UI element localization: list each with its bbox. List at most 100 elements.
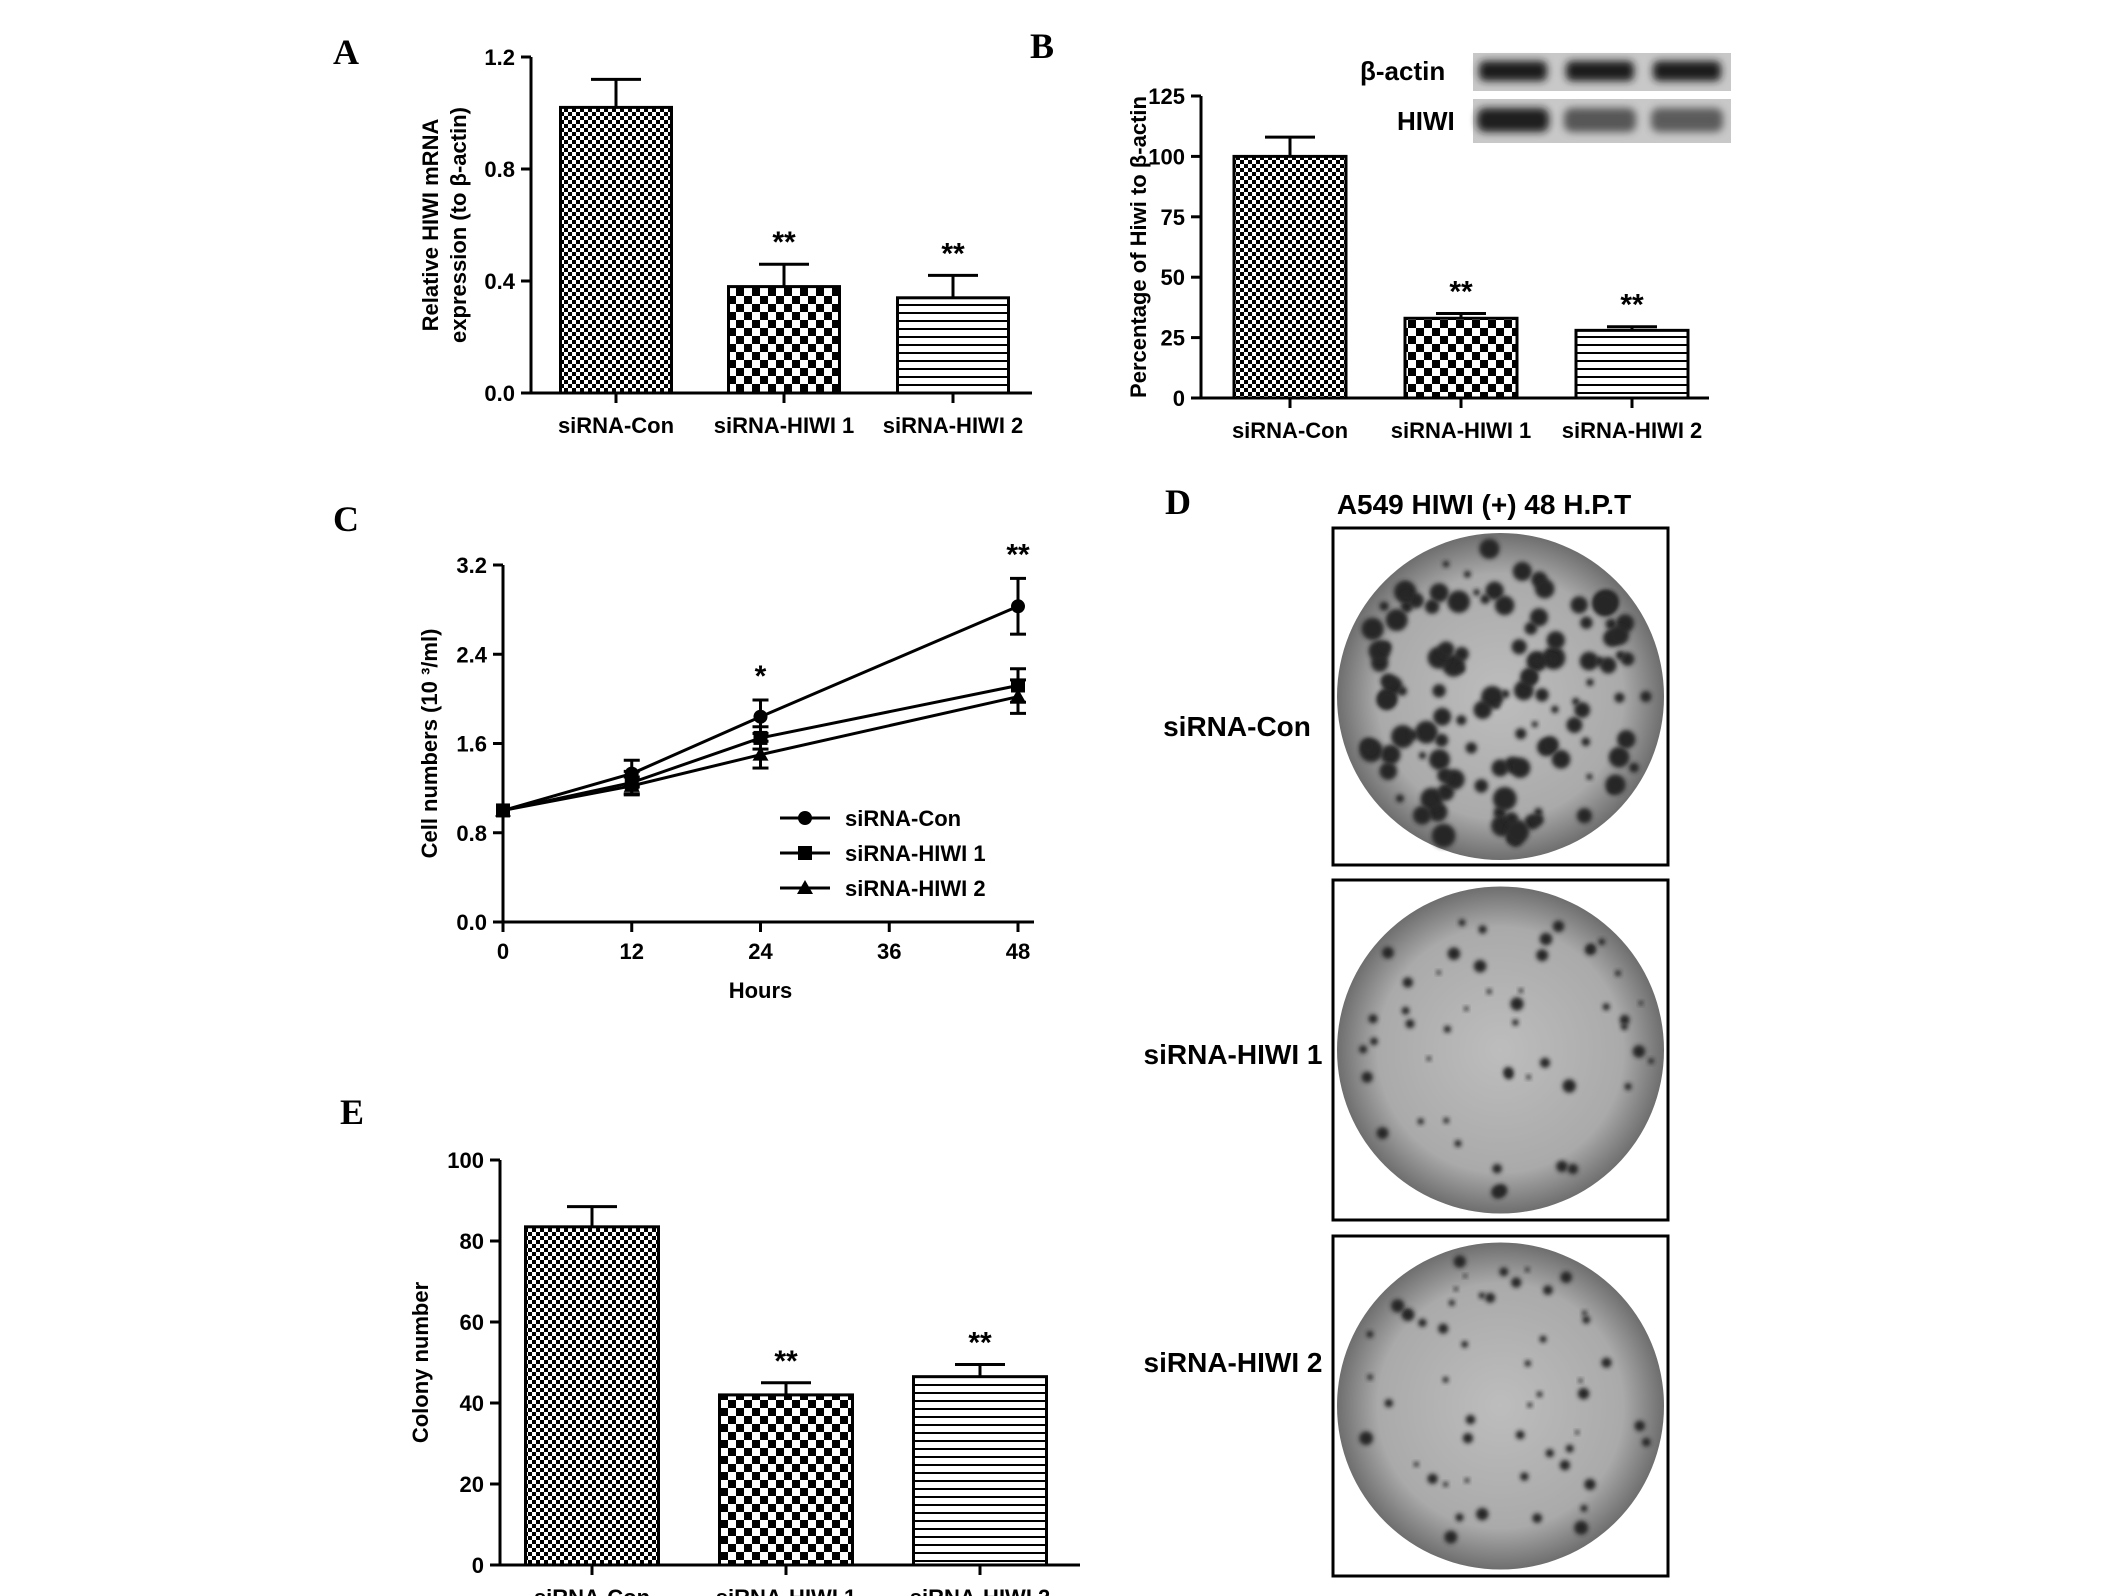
- colony: [1526, 1074, 1531, 1080]
- colony: [1552, 920, 1565, 933]
- significance-mark: **: [1006, 538, 1030, 571]
- colony: [1640, 691, 1652, 703]
- colony: [1532, 814, 1544, 826]
- colony: [1581, 737, 1591, 747]
- colony: [1515, 728, 1527, 740]
- y-tick-label: 0: [472, 1553, 484, 1578]
- y-tick-label: 60: [460, 1310, 484, 1335]
- blot-label-hiwi: HIWI: [1397, 106, 1455, 136]
- legend-label: siRNA-HIWI 1: [845, 841, 986, 866]
- y-tick-label: 0.4: [484, 269, 515, 294]
- colony: [1542, 736, 1559, 754]
- blot-label-beta-actin: β-actin: [1360, 56, 1445, 86]
- colony: [1586, 678, 1594, 687]
- colony: [1638, 1000, 1644, 1006]
- colony: [1539, 1335, 1547, 1343]
- colony: [1405, 1019, 1415, 1029]
- colony: [1556, 1160, 1568, 1173]
- colony: [1465, 1414, 1476, 1425]
- colony: [1401, 1006, 1410, 1015]
- colony: [1624, 1083, 1632, 1091]
- series-line: [502, 684, 1019, 812]
- x-tick-label: 12: [620, 939, 644, 964]
- data-point: [753, 709, 768, 724]
- x-axis-title: Hours: [729, 978, 793, 1003]
- colony: [1408, 592, 1424, 609]
- colony: [1486, 988, 1492, 995]
- colony: [1543, 1285, 1553, 1295]
- colony: [1592, 592, 1617, 616]
- colony: [1415, 720, 1438, 744]
- western-blot-inset: β-actin HIWI: [1360, 53, 1731, 143]
- colony: [1575, 1430, 1580, 1435]
- colony: [1401, 592, 1412, 603]
- panel-letter-e: E: [340, 1092, 364, 1132]
- colony: [1510, 997, 1524, 1011]
- colony: [1413, 1461, 1419, 1467]
- colony: [1418, 751, 1427, 760]
- panel-letter-d: D: [1165, 482, 1191, 522]
- y-tick-label: 0.0: [484, 381, 515, 406]
- y-tick-label: 100: [447, 1148, 484, 1173]
- colony: [1510, 757, 1531, 778]
- colony: [1435, 733, 1449, 747]
- colony: [1493, 702, 1500, 709]
- plate-label-con: siRNA-Con: [1163, 711, 1311, 742]
- colony: [1615, 970, 1621, 977]
- colony: [1366, 1330, 1374, 1338]
- colony: [1384, 1399, 1394, 1408]
- colony: [1539, 1057, 1551, 1068]
- colony: [1605, 774, 1626, 795]
- legend-label: siRNA-HIWI 2: [845, 876, 986, 901]
- band-beta-actin: [1653, 61, 1721, 81]
- colony: [1436, 970, 1441, 975]
- colony: [1395, 794, 1404, 803]
- x-tick-label: 24: [748, 939, 773, 964]
- colony: [1559, 1460, 1571, 1471]
- data-point: [495, 802, 511, 817]
- colony: [1648, 1058, 1655, 1064]
- colony: [1443, 1025, 1451, 1033]
- colony: [1582, 1315, 1591, 1324]
- series-line: [502, 604, 1019, 812]
- data-point: [623, 777, 640, 792]
- colony: [1494, 595, 1515, 616]
- colony: [1491, 1185, 1504, 1199]
- colony: [1438, 1323, 1449, 1334]
- colony-plates: siRNA-Con siRNA-HIWI 1 siRNA-HIWI 2: [1144, 526, 1670, 1578]
- chart-e: 0 20 40 60 80 100 siRNA-Con siRNA-HIWI 1 ** siRNA…: [408, 1148, 1080, 1596]
- colony: [1463, 1274, 1468, 1278]
- series-line: [502, 695, 1019, 812]
- x-tick-label: siRNA-HIWI 2: [1562, 418, 1703, 443]
- legend-marker: [797, 880, 813, 894]
- colony: [1461, 1340, 1469, 1348]
- colony: [1520, 667, 1539, 687]
- colony: [1492, 786, 1517, 811]
- colony: [1536, 949, 1549, 962]
- colony: [1546, 653, 1556, 664]
- x-tick-label: siRNA-Con: [534, 1585, 650, 1596]
- x-tick-label: siRNA-HIWI 1: [1391, 418, 1532, 443]
- band-beta-actin: [1566, 61, 1634, 81]
- colony: [1551, 705, 1559, 714]
- data-point: [752, 746, 769, 761]
- colony: [1402, 977, 1414, 988]
- bar: [524, 1225, 660, 1567]
- colony: [1566, 717, 1583, 733]
- colony: [1527, 1402, 1533, 1408]
- colony: [1432, 684, 1446, 698]
- colony: [1499, 1267, 1509, 1277]
- colony: [1444, 1530, 1458, 1544]
- panel-d-title: A549 HIWI (+) 48 H.P.T: [1337, 489, 1631, 520]
- colony: [1391, 725, 1415, 749]
- colony: [1380, 744, 1401, 765]
- band-hiwi: [1564, 108, 1636, 132]
- y-tick-label: 125: [1148, 84, 1185, 109]
- y-tick-label: 1.6: [456, 732, 487, 757]
- x-tick-label: 48: [1006, 939, 1030, 964]
- significance-mark: **: [1449, 275, 1473, 308]
- colony: [1417, 1118, 1424, 1125]
- colony: [1572, 697, 1580, 706]
- x-tick-label: siRNA-HIWI 2: [883, 413, 1024, 438]
